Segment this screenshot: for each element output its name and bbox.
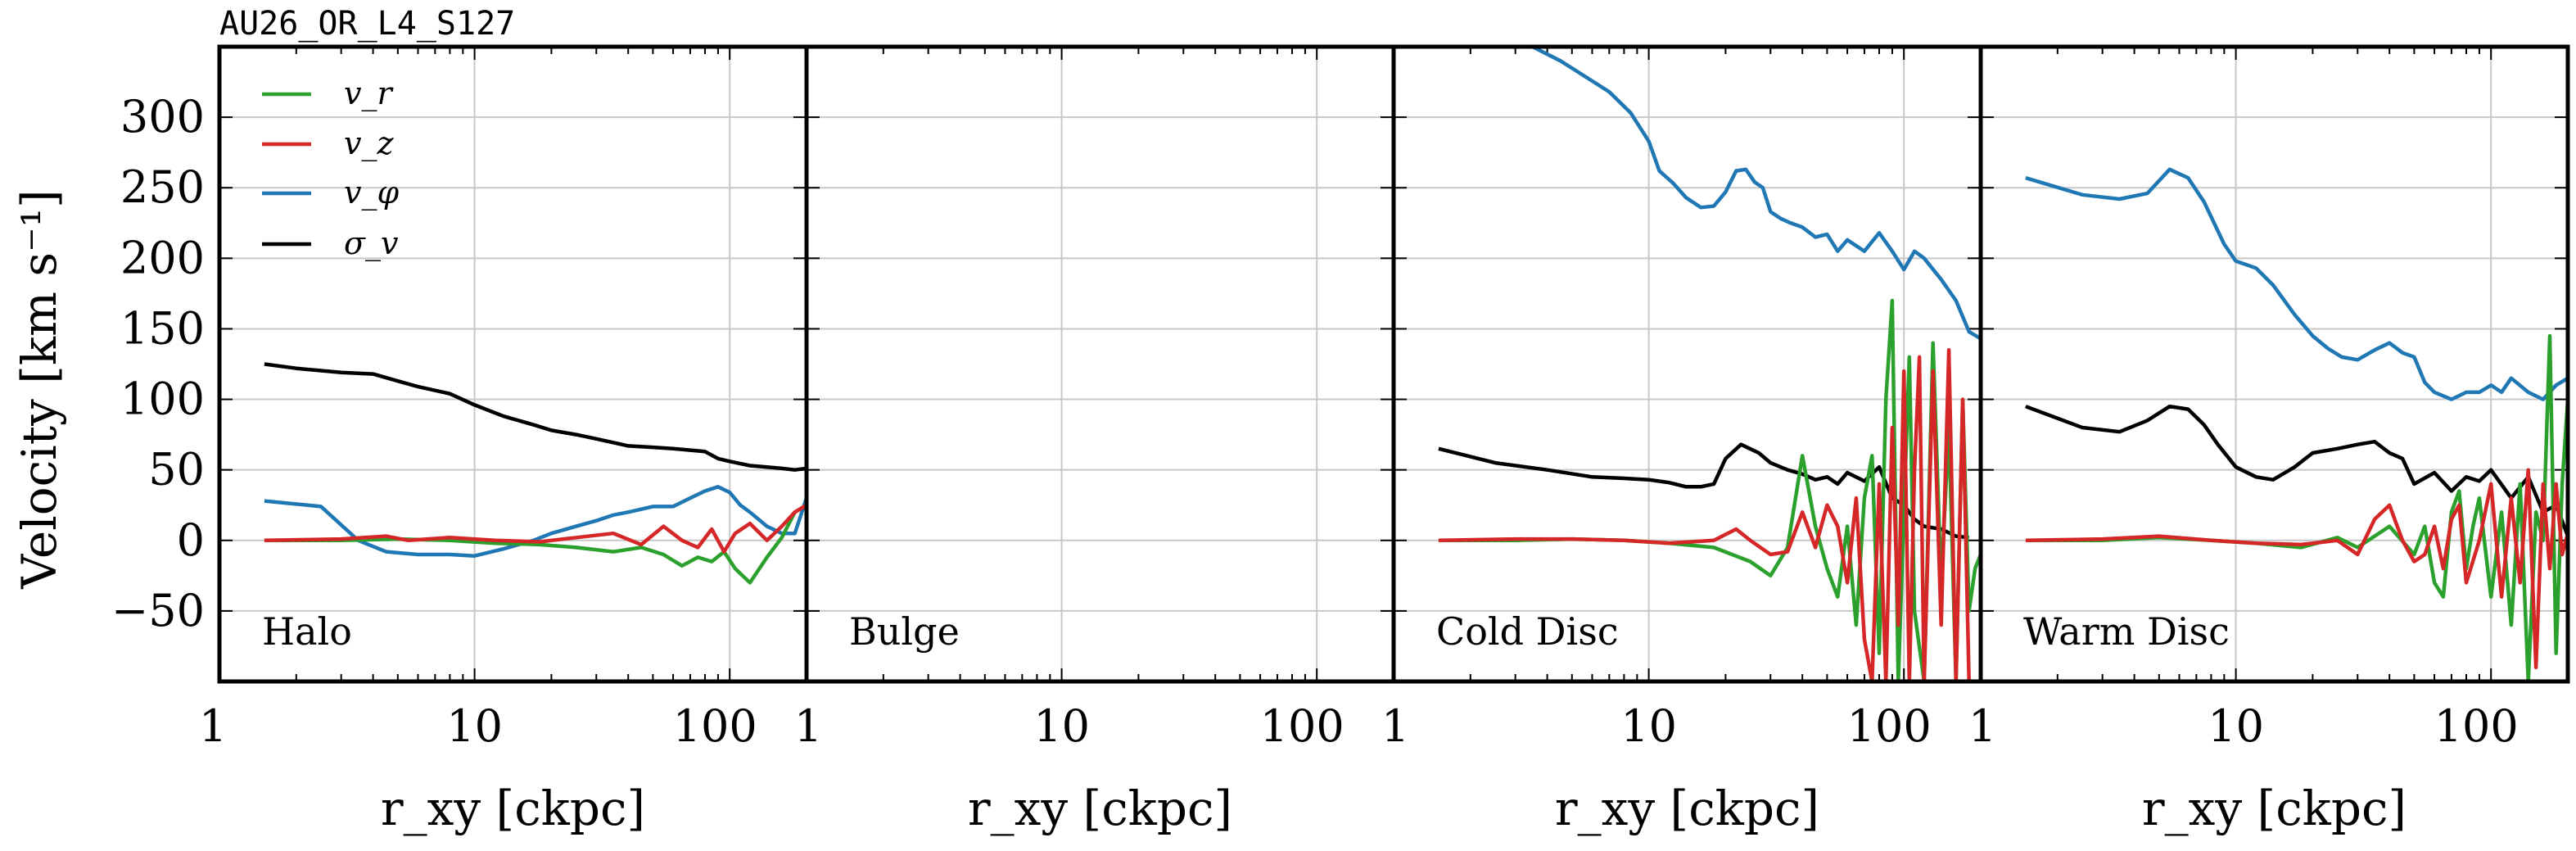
- panel-cold-disc: Cold Disc 1 10 100 r_xy [ckpc]: [1381, 44, 1983, 836]
- legend-label: v_z: [344, 125, 394, 162]
- series-line-v_z: [1438, 348, 1971, 681]
- x-tick-label: 100: [1260, 700, 1344, 752]
- panel-warm-disc: Warm Disc 1 10 100 r_xy [ckpc]: [1968, 44, 2570, 836]
- legend: v_r v_z v_φ σ_v: [262, 75, 399, 262]
- y-tick-label: 300: [120, 91, 205, 143]
- x-tick-label: 1: [1381, 700, 1409, 752]
- panel-bulge: Bulge 1 10 100 r_xy [ckpc]: [794, 44, 1396, 836]
- x-tick-label: 10: [1033, 700, 1090, 752]
- series-line-v_phi: [264, 485, 807, 558]
- x-axis-label: r_xy [ckpc]: [381, 781, 645, 836]
- series-line-v_z: [2025, 468, 2568, 670]
- x-axis-label: r_xy [ckpc]: [968, 781, 1232, 836]
- y-tick-label: 50: [148, 444, 205, 496]
- legend-label: σ_v: [344, 225, 399, 262]
- x-tick-label: 1: [794, 700, 822, 752]
- legend-label: v_r: [344, 75, 394, 112]
- series-line-sigma_v: [2025, 404, 2568, 537]
- x-tick-label: 10: [446, 700, 503, 752]
- y-tick-label: 100: [120, 373, 205, 425]
- series-line-v_r: [2025, 333, 2568, 681]
- series-line-v_phi: [2025, 167, 2568, 401]
- x-tick-label: 10: [1620, 700, 1677, 752]
- legend-label: v_φ: [344, 174, 399, 211]
- series-group: [2025, 167, 2568, 681]
- figure-title: AU26_OR_L4_S127: [219, 5, 515, 43]
- panel-halo: Halo 1 10 100 r_xy [ckpc] −50 0 50 100 150 200 250 3…: [111, 44, 809, 836]
- series-line-sigma_v: [264, 362, 807, 472]
- panels: Halo 1 10 100 r_xy [ckpc] −50 0 50 100 150 200 250 3…: [111, 44, 2570, 836]
- y-tick-label: 150: [120, 302, 205, 354]
- series-group: [264, 362, 807, 585]
- panel-label: Warm Disc: [2023, 609, 2230, 654]
- x-tick-label: 10: [2208, 700, 2264, 752]
- y-axis-label: Velocity [km s⁻¹]: [11, 189, 67, 589]
- panel-frame: [217, 44, 809, 684]
- panel-frame: [1978, 44, 2570, 684]
- panel-label: Bulge: [849, 609, 960, 654]
- x-tick-label: 100: [2434, 700, 2519, 752]
- x-axis-label: r_xy [ckpc]: [2142, 781, 2407, 836]
- x-tick-label: 1: [1968, 700, 1996, 752]
- y-tick-label: −50: [111, 585, 205, 636]
- panel-frame: [804, 44, 1396, 684]
- y-tick-label: 200: [120, 232, 205, 283]
- series-line-v_r: [264, 503, 807, 585]
- x-axis-label: r_xy [ckpc]: [1555, 781, 1819, 836]
- series-line-v_phi: [1531, 47, 1981, 341]
- panel-label: Halo: [262, 609, 352, 654]
- y-tick-label: 250: [120, 161, 205, 213]
- y-tick-label: 0: [177, 514, 205, 566]
- series-group: [1438, 47, 1981, 681]
- series-line-v_z: [264, 503, 807, 554]
- x-tick-label: 100: [1847, 700, 1932, 752]
- panel-label: Cold Disc: [1436, 609, 1619, 654]
- x-tick-label: 1: [199, 700, 227, 752]
- x-tick-label: 100: [673, 700, 757, 752]
